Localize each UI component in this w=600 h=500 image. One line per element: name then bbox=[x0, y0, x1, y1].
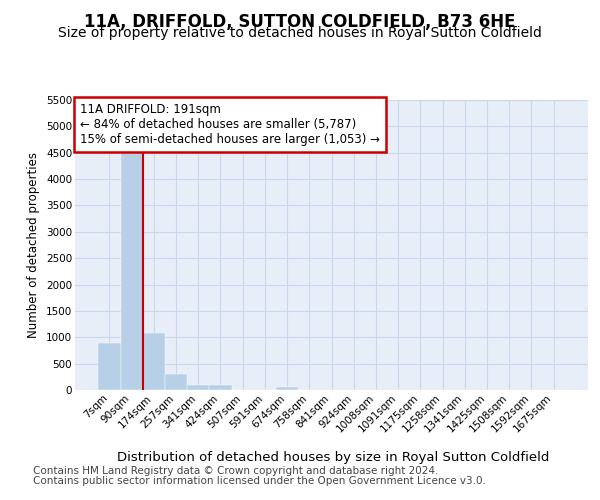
Text: Distribution of detached houses by size in Royal Sutton Coldfield: Distribution of detached houses by size … bbox=[117, 451, 549, 464]
Bar bbox=[209, 386, 232, 390]
Bar bbox=[165, 374, 187, 390]
Bar bbox=[98, 342, 121, 390]
Text: Size of property relative to detached houses in Royal Sutton Coldfield: Size of property relative to detached ho… bbox=[58, 26, 542, 40]
Text: Contains HM Land Registry data © Crown copyright and database right 2024.: Contains HM Land Registry data © Crown c… bbox=[33, 466, 439, 476]
Bar bbox=[143, 334, 165, 390]
Y-axis label: Number of detached properties: Number of detached properties bbox=[28, 152, 40, 338]
Text: 11A DRIFFOLD: 191sqm
← 84% of detached houses are smaller (5,787)
15% of semi-de: 11A DRIFFOLD: 191sqm ← 84% of detached h… bbox=[80, 103, 380, 146]
Bar bbox=[121, 148, 143, 390]
Bar bbox=[276, 388, 298, 390]
Text: 11A, DRIFFOLD, SUTTON COLDFIELD, B73 6HE: 11A, DRIFFOLD, SUTTON COLDFIELD, B73 6HE bbox=[84, 12, 516, 30]
Bar bbox=[187, 384, 209, 390]
Text: Contains public sector information licensed under the Open Government Licence v3: Contains public sector information licen… bbox=[33, 476, 486, 486]
